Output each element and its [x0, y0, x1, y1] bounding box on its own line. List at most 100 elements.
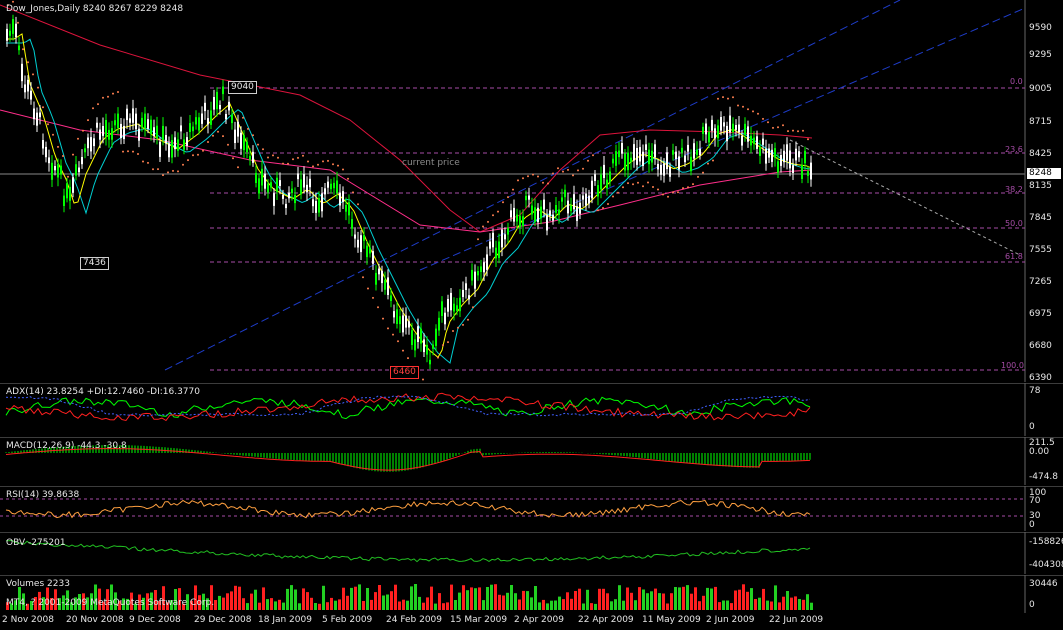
sar-dot [157, 168, 159, 171]
macd-chart[interactable] [0, 437, 1063, 485]
candle-body [603, 164, 605, 178]
sar-dot [667, 195, 669, 198]
sar-dot [567, 168, 569, 171]
sar-dot [47, 123, 49, 126]
adx-chart[interactable] [0, 383, 1063, 436]
candle-body [165, 135, 167, 144]
volume-bar [430, 586, 433, 610]
volume-bar [714, 586, 717, 610]
volume-bar [310, 597, 313, 610]
sar-dot [702, 171, 704, 174]
volume-bar [298, 603, 301, 610]
volume-bar [14, 600, 17, 610]
volume-bar [282, 602, 285, 610]
candle-body [84, 148, 86, 153]
macd-pane[interactable]: MACD(12,26,9) -44.3 -30.8 211.5 0.00 -47… [0, 437, 1063, 485]
candle-body [759, 146, 761, 156]
volume-bar [274, 601, 277, 610]
macd-tick: 0.00 [1029, 447, 1050, 457]
sar-dot [742, 105, 744, 108]
candle-body [660, 164, 662, 175]
volume-bar [762, 588, 765, 610]
price-chart-pane[interactable]: Dow_Jones,Daily 8240 8267 8229 8248 curr… [0, 0, 1063, 383]
plus-di-line [5, 396, 811, 420]
candle-body [489, 241, 491, 249]
sar-dot [277, 156, 279, 159]
volume-bar [134, 603, 137, 610]
candle-body [282, 194, 284, 199]
candle-body [564, 189, 566, 198]
volume-bar [242, 598, 245, 610]
sar-dot [557, 167, 559, 170]
sar-dot [117, 91, 119, 93]
candle-body [705, 123, 707, 135]
sar-dot [292, 158, 294, 161]
sar-dot [502, 201, 504, 204]
candle-body [324, 188, 326, 195]
candle-body [738, 124, 740, 133]
price-tick: 6390 [1029, 373, 1052, 383]
candle-body [414, 339, 416, 351]
date-tick: 9 Dec 2008 [129, 615, 181, 625]
candle-body [288, 192, 290, 199]
volume-bar [114, 592, 117, 610]
obv-chart[interactable] [0, 532, 1063, 574]
volume-bar [570, 598, 573, 610]
sar-dot [452, 330, 454, 332]
candle-body [471, 269, 473, 281]
date-tick: 24 Feb 2009 [386, 615, 443, 625]
macd-tick: -474.8 [1029, 472, 1059, 482]
candle-body [528, 195, 530, 200]
candle-body [804, 150, 806, 164]
sar-dot [372, 296, 374, 299]
volume-bar [146, 593, 149, 610]
sar-dot [647, 181, 649, 184]
volume-bar [82, 593, 85, 610]
rsi-chart[interactable] [0, 486, 1063, 531]
candle-body [555, 205, 557, 213]
candle-body [42, 140, 44, 149]
candle-body [153, 127, 155, 136]
candle-body [717, 125, 719, 139]
volume-pane[interactable]: Volumes 2233 30446 0 [0, 575, 1063, 613]
volume-bar [414, 584, 417, 610]
sar-dot [182, 163, 184, 166]
rsi-pane[interactable]: RSI(14) 39.8638 100 70 30 0 [0, 486, 1063, 531]
sar-dot [537, 175, 539, 178]
candle-body [570, 205, 572, 212]
candle-body [363, 235, 365, 241]
volume-bar [774, 585, 777, 610]
candle-body [753, 137, 755, 144]
candle-body [678, 156, 680, 170]
volume-bar [686, 585, 689, 610]
sar-dot [402, 349, 404, 352]
candle-body [597, 185, 599, 197]
candle-body [24, 84, 26, 93]
sar-dot [247, 127, 249, 130]
volume-bar [706, 587, 709, 610]
candle-body [513, 207, 515, 222]
candle-body [477, 271, 479, 276]
volume-bar [530, 597, 533, 610]
volume-chart[interactable] [0, 575, 1063, 613]
candle-body [429, 359, 431, 365]
volume-bar [810, 602, 813, 610]
sar-dot [37, 86, 39, 89]
price-chart[interactable] [0, 0, 1063, 382]
sar-dot [722, 96, 724, 99]
candle-body [48, 157, 50, 164]
obv-pane[interactable]: OBV -275201 -158826 -404308 [0, 532, 1063, 574]
candle-body [270, 182, 272, 188]
candle-body [294, 194, 296, 204]
volume-bar [754, 599, 757, 610]
volume-bar [642, 589, 645, 610]
price-tick: 9295 [1029, 50, 1052, 60]
volume-bar [354, 586, 357, 610]
volume-bar [666, 603, 669, 610]
candle-body [69, 186, 71, 201]
candle-body [51, 162, 53, 180]
sar-dot [137, 153, 139, 155]
volume-bar [458, 592, 461, 610]
volume-bar [594, 603, 597, 610]
adx-pane[interactable]: ADX(14) 23.8254 +DI:12.7460 -DI:16.3770 … [0, 383, 1063, 436]
